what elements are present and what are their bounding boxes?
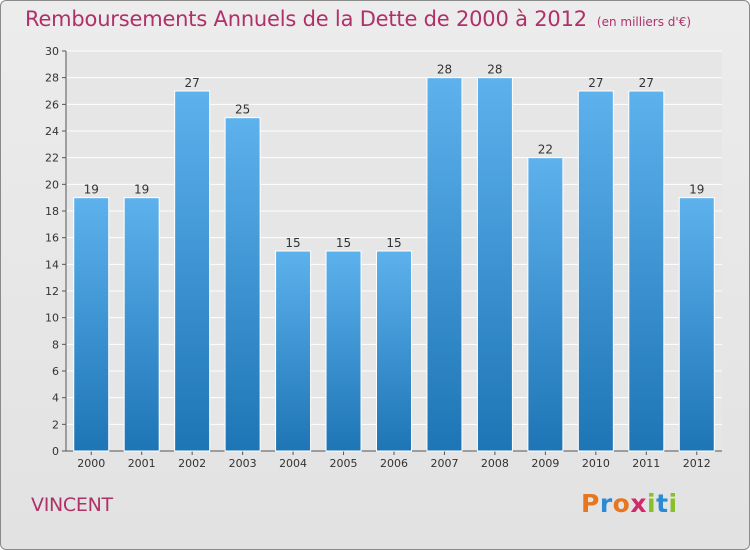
data-label: 28 — [487, 63, 502, 77]
data-label: 27 — [639, 76, 654, 90]
commune-name: VINCENT — [31, 494, 113, 516]
bar — [224, 117, 261, 452]
x-tick-label: 2001 — [128, 457, 156, 470]
logo-letter: P — [581, 489, 600, 518]
data-label: 15 — [285, 236, 300, 250]
logo-letter: r — [599, 489, 613, 518]
bar — [73, 197, 110, 452]
bar — [527, 157, 564, 452]
y-tick-label: 22 — [45, 152, 59, 165]
bar — [174, 90, 211, 452]
y-tick-label: 14 — [45, 258, 59, 271]
data-label: 19 — [84, 183, 99, 197]
bar — [476, 77, 513, 452]
bar — [628, 90, 665, 452]
y-tick-label: 6 — [52, 365, 59, 378]
logo-letter: i — [647, 489, 657, 518]
y-tick-label: 4 — [52, 392, 59, 405]
data-label: 25 — [235, 103, 250, 117]
chart-title: Remboursements Annuels de la Dette de 20… — [25, 7, 587, 31]
y-tick-label: 18 — [45, 205, 59, 218]
logo-letter: i — [668, 489, 678, 518]
bar — [275, 250, 312, 452]
bar — [426, 77, 463, 452]
bar — [376, 250, 412, 452]
data-label: 19 — [689, 183, 704, 197]
y-tick-label: 20 — [45, 178, 59, 191]
bar — [123, 197, 160, 452]
chart-header: Remboursements Annuels de la Dette de 20… — [25, 7, 691, 31]
bar — [325, 250, 362, 452]
bars — [73, 77, 715, 452]
y-tick-label: 12 — [45, 285, 59, 298]
x-tick-label: 2012 — [683, 457, 711, 470]
y-tick-label: 26 — [45, 98, 59, 111]
data-label: 27 — [588, 76, 603, 90]
x-tick-label: 2010 — [582, 457, 610, 470]
bar — [678, 197, 715, 452]
data-label: 19 — [134, 183, 149, 197]
data-label: 22 — [538, 143, 553, 157]
x-tick-label: 2009 — [531, 457, 559, 470]
y-tick-label: 30 — [45, 45, 59, 58]
x-tick-label: 2011 — [632, 457, 660, 470]
data-label: 15 — [386, 236, 401, 250]
y-tick-label: 0 — [52, 445, 59, 458]
x-tick-label: 2002 — [178, 457, 206, 470]
y-tick-label: 24 — [45, 125, 59, 138]
logo-letter: t — [656, 489, 669, 518]
chart-subtitle: (en milliers d'€) — [596, 15, 692, 29]
proxiti-logo[interactable]: Proxiti — [581, 489, 678, 518]
x-tick-label: 2003 — [229, 457, 257, 470]
y-tick-label: 28 — [45, 72, 59, 85]
x-tick-label: 2005 — [330, 457, 358, 470]
x-tick-label: 2004 — [279, 457, 307, 470]
x-tick-label: 2000 — [77, 457, 105, 470]
logo-letter: o — [612, 489, 631, 518]
logo-letter: x — [630, 489, 647, 518]
labels: 19 19 27 25 15 15 15 28 28 22 27 27 19 — [84, 63, 705, 250]
y-tick-label: 10 — [45, 312, 59, 325]
bar — [577, 90, 614, 452]
data-label: 28 — [437, 63, 452, 77]
y-tick-label: 8 — [52, 338, 59, 351]
data-label: 27 — [185, 76, 200, 90]
x-tick-label: 2006 — [380, 457, 408, 470]
data-label: 15 — [336, 236, 351, 250]
x-tick-label: 2007 — [430, 457, 458, 470]
x-tick-label: 2008 — [481, 457, 509, 470]
y-tick-label: 2 — [52, 418, 59, 431]
y-tick-label: 16 — [45, 232, 59, 245]
